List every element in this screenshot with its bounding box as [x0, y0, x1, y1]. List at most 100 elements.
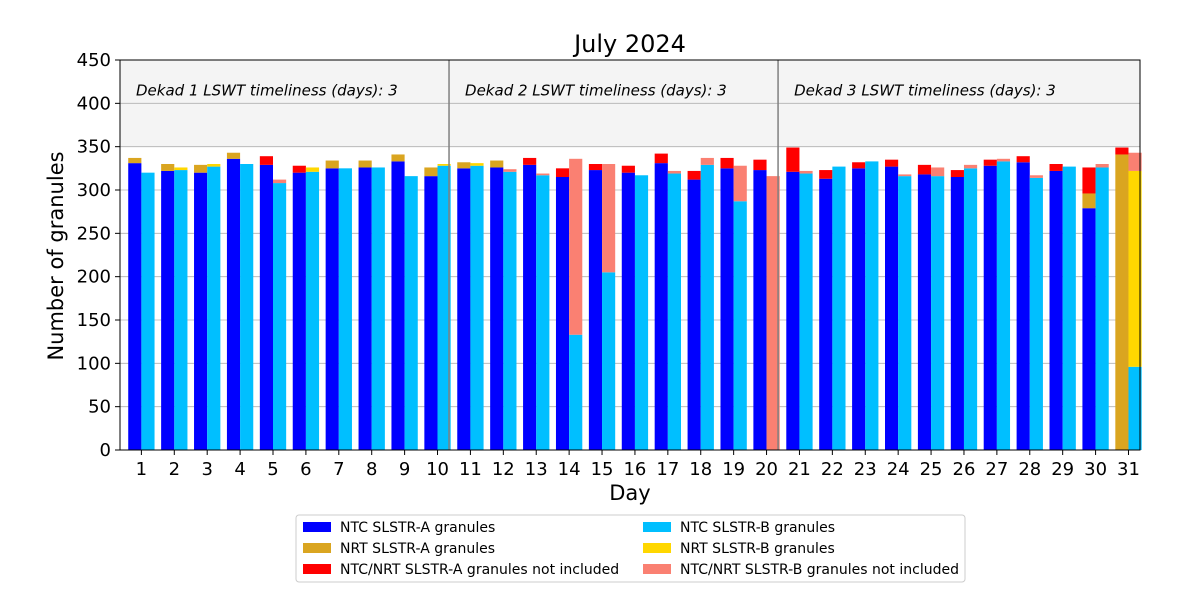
x-tick-label: 9 — [399, 459, 410, 480]
legend-swatch — [303, 543, 331, 553]
dekad-label: Dekad 3 LSWT timeliness (days): 3 — [794, 81, 1056, 99]
bar — [503, 171, 517, 451]
bar — [338, 168, 352, 451]
y-tick-label: 100 — [77, 353, 111, 374]
bar — [437, 164, 451, 166]
bar — [654, 163, 668, 450]
bar — [292, 165, 306, 173]
bar — [1016, 162, 1030, 450]
x-tick-label: 4 — [234, 459, 245, 480]
bar — [555, 168, 570, 177]
bar — [358, 160, 372, 168]
dekad-label: Dekad 2 LSWT timeliness (days): 3 — [465, 81, 727, 99]
bar — [174, 170, 188, 451]
y-tick-label: 350 — [77, 137, 111, 158]
x-tick-label: 5 — [267, 459, 278, 480]
bar — [733, 165, 747, 202]
bar — [470, 165, 484, 450]
bar — [305, 167, 320, 172]
bar — [602, 272, 616, 450]
legend-swatch — [643, 543, 671, 553]
bar — [523, 157, 537, 165]
bar — [1082, 167, 1096, 194]
x-tick-label: 30 — [1084, 459, 1107, 480]
bar — [240, 164, 254, 450]
bar — [358, 167, 372, 450]
bar — [1029, 177, 1043, 450]
x-tick-label: 24 — [887, 459, 910, 480]
bar — [1095, 167, 1109, 450]
y-tick-label: 200 — [77, 267, 111, 288]
bar — [259, 156, 273, 165]
bar — [898, 176, 912, 450]
bar — [273, 183, 287, 451]
bar — [963, 164, 978, 169]
legend-swatch — [643, 564, 671, 574]
bar — [687, 179, 701, 450]
x-tick-label: 12 — [492, 459, 515, 480]
bar — [950, 170, 964, 177]
bar — [700, 164, 714, 450]
bar — [1062, 166, 1076, 450]
bar — [654, 153, 668, 164]
bar — [852, 162, 866, 169]
bar — [819, 170, 833, 179]
x-tick-label: 28 — [1018, 459, 1041, 480]
bar — [437, 165, 451, 450]
bar — [720, 168, 734, 451]
bar — [490, 167, 504, 450]
legend-entry: NTC/NRT SLSTR-B granules not included — [680, 562, 959, 578]
x-tick-label: 31 — [1117, 459, 1140, 480]
bar — [536, 173, 550, 176]
legend-entry: NTC SLSTR-A granules — [340, 520, 495, 536]
chart-title: July 2024 — [572, 30, 686, 58]
bar — [273, 179, 287, 184]
x-tick-label: 21 — [788, 459, 811, 480]
bar — [1115, 154, 1129, 450]
bar — [799, 170, 813, 174]
x-tick-label: 29 — [1051, 459, 1074, 480]
x-tick-label: 10 — [426, 459, 449, 480]
plot-frame — [119, 59, 1141, 451]
x-tick-label: 13 — [525, 459, 548, 480]
bar — [588, 164, 603, 171]
legend-entry: NTC SLSTR-B granules — [680, 520, 835, 536]
bar — [983, 165, 997, 450]
y-tick-label: 300 — [77, 180, 111, 201]
bar — [1016, 156, 1030, 163]
x-tick-label: 6 — [300, 459, 311, 480]
bar — [259, 164, 273, 450]
bar — [1049, 164, 1063, 171]
y-tick-label: 150 — [77, 310, 111, 331]
bar — [720, 157, 734, 169]
y-axis-label: Number of granules — [44, 151, 68, 360]
bar — [621, 165, 635, 173]
bar — [555, 177, 570, 450]
bar — [569, 158, 583, 335]
bar — [898, 174, 912, 177]
bar — [852, 168, 866, 451]
bar — [963, 168, 978, 451]
bar — [523, 164, 537, 450]
x-tick-label: 26 — [953, 459, 976, 480]
y-tick-label: 50 — [88, 397, 111, 418]
bar — [996, 158, 1011, 162]
bar — [786, 171, 800, 451]
bar — [174, 167, 188, 171]
x-tick-label: 7 — [333, 459, 344, 480]
x-tick-label: 15 — [591, 459, 614, 480]
bar — [667, 173, 681, 451]
bar — [207, 164, 221, 167]
x-tick-label: 25 — [920, 459, 943, 480]
bar — [1082, 193, 1096, 209]
bar — [503, 169, 517, 172]
bar — [325, 168, 339, 451]
bar — [786, 147, 800, 172]
legend: NTC SLSTR-A granules NRT SLSTR-A granules… — [295, 514, 966, 583]
bar — [1115, 147, 1129, 155]
bar — [404, 176, 418, 450]
bar — [371, 167, 385, 450]
bar — [667, 170, 681, 174]
bar — [1128, 170, 1142, 367]
bar — [588, 170, 603, 451]
